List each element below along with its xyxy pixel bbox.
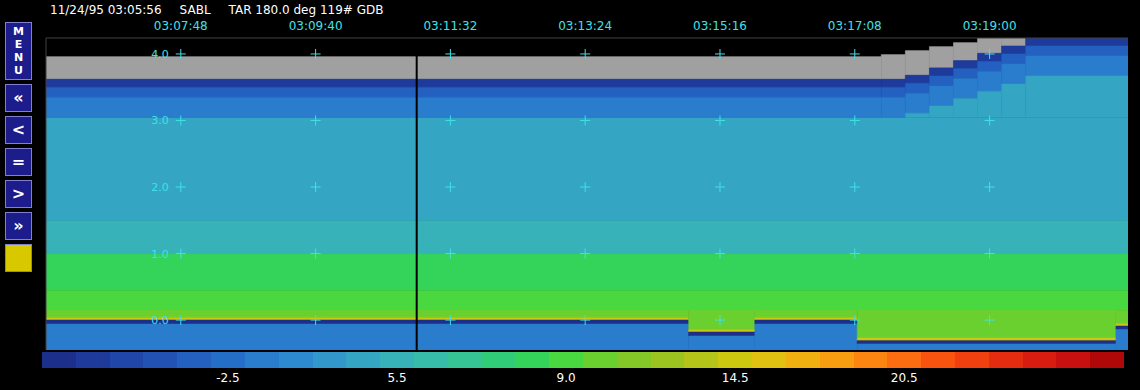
svg-text:03:19:00: 03:19:00 — [963, 19, 1017, 33]
svg-text:2.0: 2.0 — [151, 181, 169, 194]
html-text:E: E — [14, 38, 23, 51]
svg-text:03:09:40: 03:09:40 — [289, 19, 343, 33]
html-text:11/24/95 03:05:56: 11/24/95 03:05:56 — [50, 3, 162, 17]
svg-text:03:07:48: 03:07:48 — [154, 19, 208, 33]
svg-text:1.0: 1.0 — [151, 248, 169, 261]
html-text:-2.5: -2.5 — [216, 371, 240, 385]
html-text:9.0: 9.0 — [556, 371, 576, 385]
svg-text:03:17:08: 03:17:08 — [828, 19, 882, 33]
svg-text:3.0: 3.0 — [151, 114, 169, 127]
svg-text:03:11:32: 03:11:32 — [423, 19, 477, 33]
html-text:M: M — [13, 25, 24, 38]
html-text:N: N — [13, 51, 24, 64]
html-text:SABL: SABL — [179, 3, 211, 17]
svg-text:0.0: 0.0 — [151, 314, 169, 327]
html-text:14.5: 14.5 — [721, 371, 749, 385]
svg-text:03:15:16: 03:15:16 — [693, 19, 747, 33]
html-text:TAR 180.0 deg 119# GDB: TAR 180.0 deg 119# GDB — [228, 3, 384, 17]
svg-text:4.0: 4.0 — [151, 48, 169, 61]
html-text:5.5: 5.5 — [387, 371, 407, 385]
html-text:20.5: 20.5 — [890, 371, 918, 385]
html-text:U: U — [14, 64, 23, 77]
svg-text:03:13:24: 03:13:24 — [558, 19, 612, 33]
